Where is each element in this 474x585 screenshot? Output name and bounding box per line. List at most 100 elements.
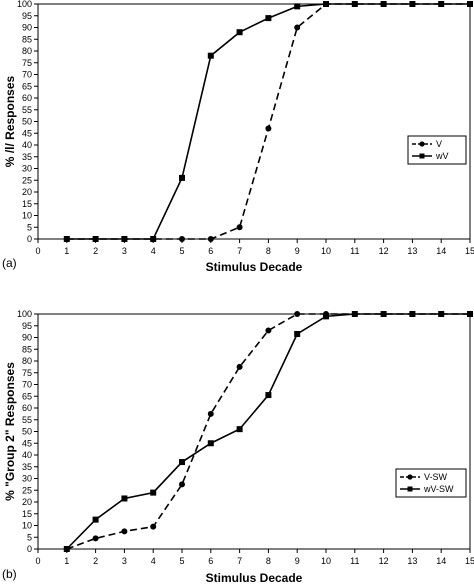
x-tick-label: 4 [151, 556, 156, 566]
x-tick-label: 2 [93, 246, 98, 256]
data-point-V [236, 224, 243, 231]
legend-marker-V [419, 141, 425, 147]
data-point-wV [323, 1, 329, 7]
y-tick-label: 40 [22, 450, 32, 460]
panel-label: (b) [2, 567, 17, 581]
y-tick-label: 90 [22, 333, 32, 343]
data-point-wV-SW [380, 311, 387, 317]
x-tick-label: 0 [35, 556, 40, 566]
y-axis-title: % "Group 2" Responses [3, 362, 17, 501]
x-tick-label: 11 [350, 246, 359, 256]
data-point-wV-SW [409, 311, 416, 317]
panel-label: (a) [2, 256, 17, 270]
data-point-wV [63, 236, 70, 242]
legend: V-SW wV-SW [395, 468, 467, 498]
legend-box [395, 468, 467, 498]
y-tick-label: 90 [22, 23, 32, 33]
y-tick-label: 60 [22, 93, 32, 103]
data-point-wV-SW [438, 311, 445, 317]
series-line-wV [66, 3, 470, 240]
legend: VwV [407, 135, 467, 165]
x-tick-label: 5 [179, 246, 184, 256]
x-tick-label: 1 [64, 246, 69, 256]
y-tick-label: 80 [22, 46, 32, 56]
data-point-wV-SW [323, 313, 329, 320]
y-tick-label: 95 [22, 321, 32, 331]
chart-panel-1: 0510152025303540455055606570758085909510… [2, 0, 474, 274]
x-tick-label: 3 [122, 246, 127, 256]
legend-marker-V-SW [407, 474, 413, 480]
x-tick-label: 12 [379, 556, 389, 566]
y-tick-label: 25 [22, 485, 32, 495]
legend-entry-V: V [436, 139, 442, 149]
data-point-wV-SW [63, 546, 70, 552]
x-tick-label: 2 [93, 556, 98, 566]
x-tick-label: 7 [237, 246, 242, 256]
y-tick-label: 40 [22, 140, 32, 150]
data-point-V-SW [121, 528, 128, 535]
legend-box [407, 135, 467, 165]
y-tick-label: 10 [22, 211, 32, 221]
x-tick-label: 15 [465, 556, 474, 566]
y-tick-label: 20 [22, 187, 32, 197]
y-axis-title: % /l/ Responses [3, 75, 17, 167]
data-point-wV-SW [150, 489, 157, 496]
x-tick-label: 3 [122, 556, 127, 566]
y-tick-label: 10 [22, 521, 32, 531]
y-tick-label: 5 [27, 222, 32, 232]
y-tick-label: 45 [22, 128, 32, 138]
data-point-wV [380, 1, 387, 7]
y-tick-label: 30 [22, 474, 32, 484]
y-tick-label: 25 [22, 175, 32, 185]
data-point-wV-SW [179, 459, 185, 466]
data-point-wV-SW [92, 516, 99, 523]
data-point-wV [236, 29, 243, 36]
y-tick-label: 70 [22, 380, 32, 390]
y-tick-label: 30 [22, 164, 32, 174]
y-tick-label: 75 [22, 368, 32, 378]
x-tick-label: 5 [179, 556, 184, 566]
legend-marker-wV [419, 153, 425, 159]
legend-marker-wV-SW [407, 486, 413, 492]
data-point-V-SW [179, 481, 185, 488]
x-tick-label: 14 [436, 246, 446, 256]
data-point-wV [179, 174, 185, 181]
data-point-wV [351, 1, 358, 7]
plot-frame [37, 3, 471, 240]
y-tick-label: 50 [22, 117, 32, 127]
data-point-wV [265, 15, 272, 22]
data-point-wV [92, 236, 99, 242]
legend-entry-V-SW: V-SW [424, 472, 448, 482]
data-point-V [294, 24, 301, 31]
data-point-wV [438, 1, 445, 7]
x-tick-label: 7 [237, 556, 242, 566]
y-tick-label: 85 [22, 34, 32, 44]
y-tick-label: 60 [22, 403, 32, 413]
y-tick-label: 55 [22, 415, 32, 425]
data-point-wV [207, 52, 214, 59]
x-tick-label: 6 [208, 246, 213, 256]
data-point-wV [294, 3, 301, 10]
data-point-wV [121, 236, 128, 242]
x-axis-title: Stimulus Decade [206, 260, 303, 274]
x-tick-label: 15 [465, 246, 474, 256]
data-point-wV-SW [467, 311, 473, 317]
y-tick-label: 35 [22, 152, 32, 162]
series-line-wV-SW [66, 313, 470, 550]
data-point-wV [467, 1, 473, 7]
x-tick-label: 12 [379, 246, 389, 256]
y-tick-label: 70 [22, 70, 32, 80]
y-tick-label: 65 [22, 81, 32, 91]
x-tick-label: 14 [436, 556, 446, 566]
y-tick-label: 95 [22, 11, 32, 21]
data-point-V-SW [150, 523, 157, 530]
x-tick-label: 11 [350, 556, 359, 566]
data-point-wV-SW [207, 440, 214, 447]
x-tick-label: 4 [151, 246, 156, 256]
y-tick-label: 45 [22, 438, 32, 448]
data-point-wV-SW [236, 426, 243, 433]
y-tick-label: 5 [27, 532, 32, 542]
x-tick-label: 10 [321, 556, 331, 566]
y-tick-label: 75 [22, 58, 32, 68]
